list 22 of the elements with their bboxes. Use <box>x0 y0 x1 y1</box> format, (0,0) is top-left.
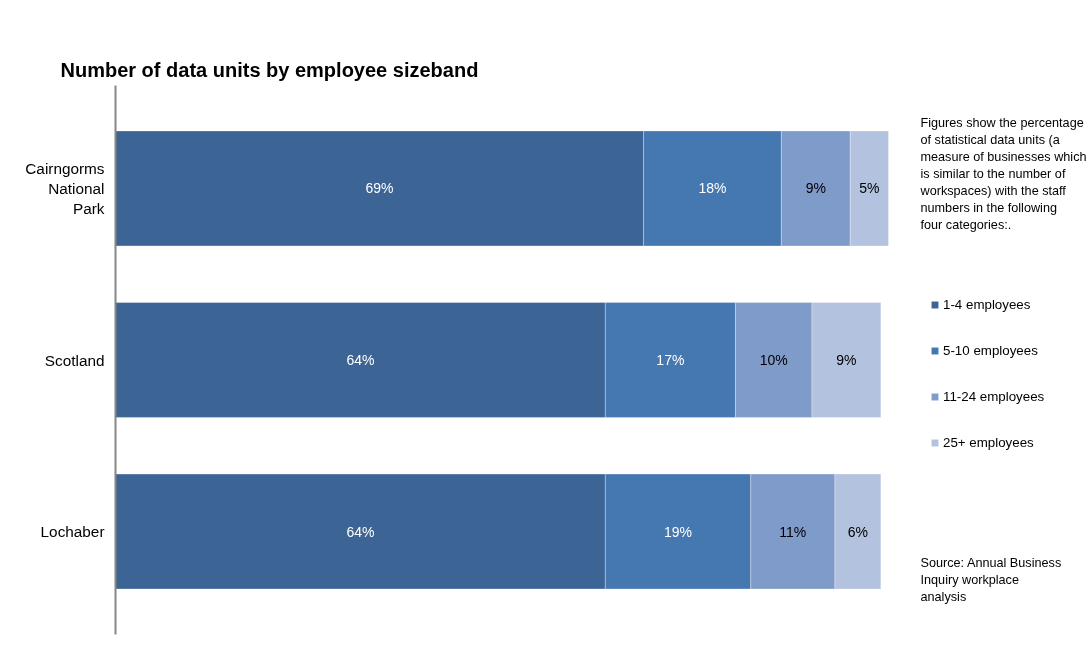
data-label: 6% <box>847 523 868 540</box>
legend-label: 5-10 employees <box>943 343 1038 358</box>
data-label: 18% <box>698 180 727 197</box>
data-label: 17% <box>656 352 685 368</box>
y-tick-label: Scotland <box>44 351 105 369</box>
data-label: 10% <box>759 352 788 368</box>
y-tick-label: Cairngorms National Park <box>25 159 105 218</box>
data-label: 9% <box>836 352 857 368</box>
data-label: 64% <box>346 523 375 540</box>
data-label: 5% <box>859 180 880 197</box>
data-label: 9% <box>805 180 826 197</box>
legend-label: 1-4 employees <box>943 297 1031 312</box>
data-label: 19% <box>664 523 693 540</box>
legend-label: 11-24 employees <box>943 389 1045 404</box>
source-note: Source: Annual Business Inquiry workplace analysis <box>920 555 1062 604</box>
data-label: 69% <box>365 180 394 197</box>
y-tick-label: Lochaber <box>40 523 105 541</box>
text: Figures show the percentage of statistical data units (a measure of businesses which is similar to the number of workspaces) with the staff numbers in the following four categories:. <box>919 115 1087 232</box>
legend-label: 25+ employees <box>943 435 1034 450</box>
data-label: 64% <box>346 352 375 368</box>
chart-title: Number of data units by employee sizeband <box>60 58 479 81</box>
data-label: 11% <box>779 523 807 540</box>
